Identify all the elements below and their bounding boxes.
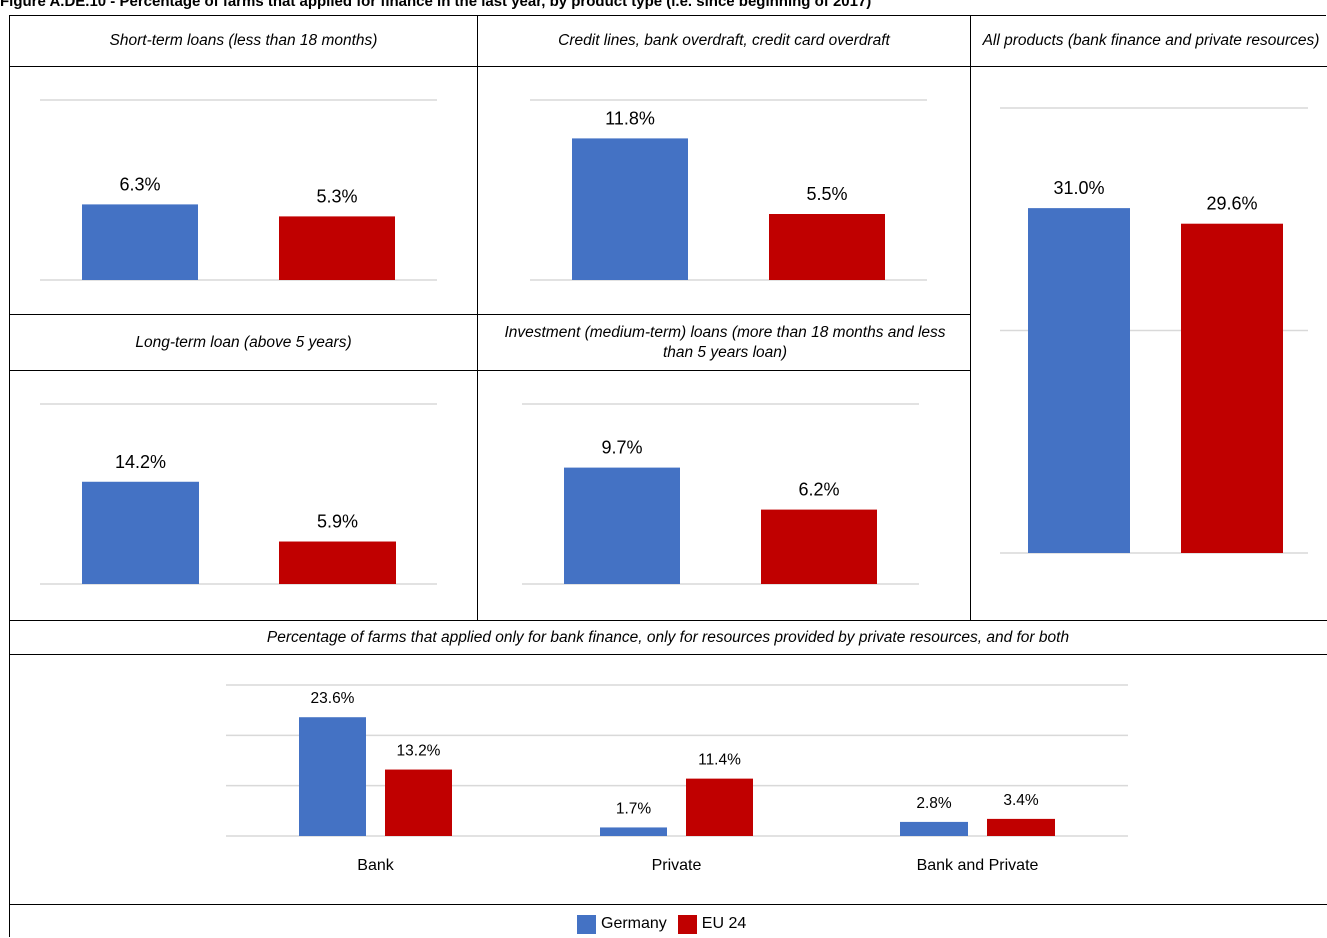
divider <box>9 66 1327 67</box>
bar-eu24 <box>1181 223 1283 553</box>
bar-germany <box>299 717 366 836</box>
bar-eu24 <box>279 216 395 280</box>
chart-credit-lines: 11.8% 5.5% <box>530 99 927 285</box>
bar-germany <box>900 821 968 836</box>
bar-germany <box>600 827 667 836</box>
data-label: 29.6% <box>1206 194 1257 214</box>
chart-short-term-loans: 6.3% 5.3% <box>40 99 437 285</box>
bar-germany <box>564 467 680 584</box>
legend-item-eu24: EU 24 <box>677 914 747 934</box>
chart-all-products: 31.0% 29.6% <box>1000 107 1308 558</box>
divider <box>9 370 971 371</box>
bar-germany <box>1028 208 1130 553</box>
legend-label: Germany <box>601 915 667 932</box>
data-label: 31.0% <box>1053 178 1104 198</box>
data-label: 5.3% <box>316 186 357 206</box>
legend-item-germany: Germany <box>577 914 667 934</box>
data-label: 5.5% <box>806 184 847 204</box>
divider <box>477 15 478 620</box>
data-label: 23.6% <box>311 690 355 707</box>
data-label: 11.8% <box>605 108 655 128</box>
bar-germany <box>82 481 199 584</box>
panel-caption: Investment (medium-term) loans (more tha… <box>504 323 946 361</box>
panel-caption: Percentage of farms that applied only fo… <box>266 628 1070 646</box>
data-label: 5.9% <box>317 512 358 532</box>
figure-title: Figure A.DE.10 - Percentage of farms tha… <box>0 0 872 10</box>
legend-swatch-germany <box>577 914 596 934</box>
chart-bank-private: 23.6% 13.2% Bank 1.7% 11.4% Private 2.8% 3.4% Ba… <box>226 684 1128 880</box>
panel-caption: Credit lines, bank overdraft, credit car… <box>558 32 890 49</box>
bar-eu24 <box>279 541 396 584</box>
figure-frame <box>9 15 1326 937</box>
divider <box>970 15 971 620</box>
data-label: 1.7% <box>616 800 652 817</box>
chart-long-term-loan: 14.2% 5.9% <box>40 403 437 589</box>
divider <box>9 654 1327 655</box>
category-label: Bank <box>357 857 394 874</box>
data-label: 3.4% <box>1003 792 1039 809</box>
data-label: 9.7% <box>601 438 642 458</box>
data-label: 11.4% <box>698 752 741 769</box>
bar-eu24 <box>769 214 885 280</box>
data-label: 6.2% <box>798 480 839 500</box>
legend-label: EU 24 <box>701 915 747 932</box>
bar-germany <box>82 204 198 280</box>
data-label: 14.2% <box>115 452 166 472</box>
category-label: Bank and Private <box>917 857 1039 874</box>
data-label: 13.2% <box>397 743 441 760</box>
data-label: 6.3% <box>119 174 160 194</box>
bar-eu24 <box>987 818 1055 836</box>
divider <box>9 314 971 315</box>
category-label: Private <box>652 857 702 874</box>
divider <box>9 904 1327 905</box>
chart-investment-loans: 9.7% 6.2% <box>522 403 919 589</box>
bar-germany <box>572 138 688 280</box>
data-label: 2.8% <box>916 795 952 812</box>
legend: Germany EU 24 <box>577 914 757 934</box>
legend-swatch-eu24 <box>677 914 697 934</box>
bar-eu24 <box>761 509 877 584</box>
divider <box>9 620 1327 621</box>
bar-eu24 <box>686 778 753 836</box>
bar-eu24 <box>385 769 452 836</box>
panel-caption: Short-term loans (less than 18 months) <box>109 32 378 49</box>
panel-caption: All products (bank finance and private r… <box>982 32 1320 49</box>
panel-caption: Long-term loan (above 5 years) <box>135 333 352 351</box>
